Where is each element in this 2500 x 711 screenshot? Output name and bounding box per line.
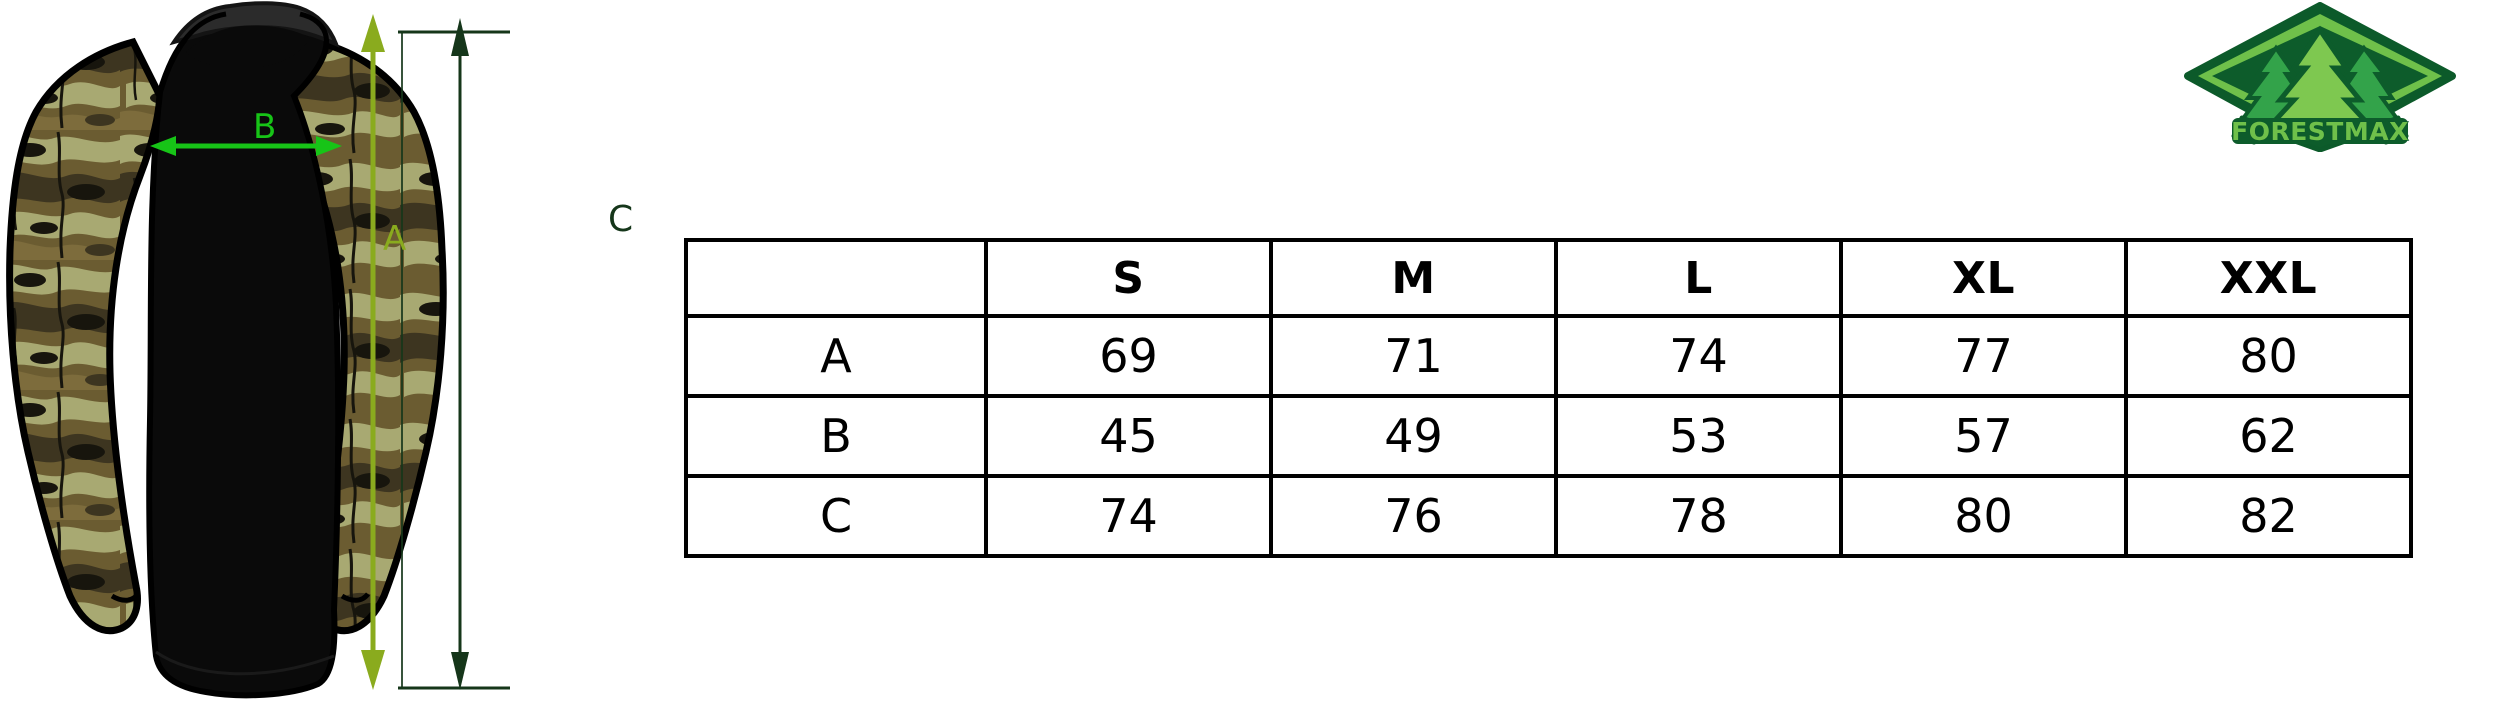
brand-wordmark: FORESTMAX [2231,117,2409,146]
size-chart: S M L XL XXL A 69 71 74 77 80 B 45 49 53… [684,238,2413,558]
row-label-b: B [684,394,988,478]
cell-c-m: 76 [1269,474,1558,558]
cell-a-xxl: 80 [2124,314,2413,398]
shirt-body [146,1,342,699]
cell-b-xl: 57 [1839,394,2128,478]
brand-logo: FORESTMAX [2180,2,2460,152]
cell-c-xl: 80 [1839,474,2128,558]
cell-a-xl: 77 [1839,314,2128,398]
cell-a-s: 69 [984,314,1273,398]
table-row: C 74 76 78 80 82 [684,474,2413,558]
table-header-l: L [1554,238,1843,318]
left-cuff-seam [110,592,140,603]
cell-c-l: 78 [1554,474,1843,558]
table-header-row: S M L XL XXL [684,238,2413,318]
right-sleeve [290,37,447,635]
table-header-xxl: XXL [2124,238,2413,318]
cell-b-l: 53 [1554,394,1843,478]
table-corner-cell [684,238,988,318]
cell-b-m: 49 [1269,394,1558,478]
table-header-s: S [984,238,1273,318]
pine-tree-diamond-badge-icon: FORESTMAX [2184,2,2456,152]
cell-a-m: 71 [1269,314,1558,398]
cell-c-s: 74 [984,474,1273,558]
cell-c-xxl: 82 [2124,474,2413,558]
dimension-arrow-c [398,18,510,690]
row-label-a: A [684,314,988,398]
left-sleeve [6,37,164,635]
size-table: S M L XL XXL A 69 71 74 77 80 B 45 49 53… [684,238,2413,558]
garment-svg [6,1,510,699]
dimension-arrow-a [361,14,385,690]
table-row: A 69 71 74 77 80 [684,314,2413,398]
table-row: B 45 49 53 57 62 [684,394,2413,478]
cell-b-xxl: 62 [2124,394,2413,478]
cell-a-l: 74 [1554,314,1843,398]
table-header-xl: XL [1839,238,2128,318]
dimension-label-c: C [608,199,634,240]
right-cuff-seam [340,592,370,603]
row-label-c: C [684,474,988,558]
dimension-arrow-b [150,136,342,156]
dimension-label-a: A [383,219,407,259]
table-header-m: M [1269,238,1558,318]
dimension-label-b: B [253,107,277,147]
cell-b-s: 45 [984,394,1273,478]
garment-illustration: B A C [0,0,633,711]
